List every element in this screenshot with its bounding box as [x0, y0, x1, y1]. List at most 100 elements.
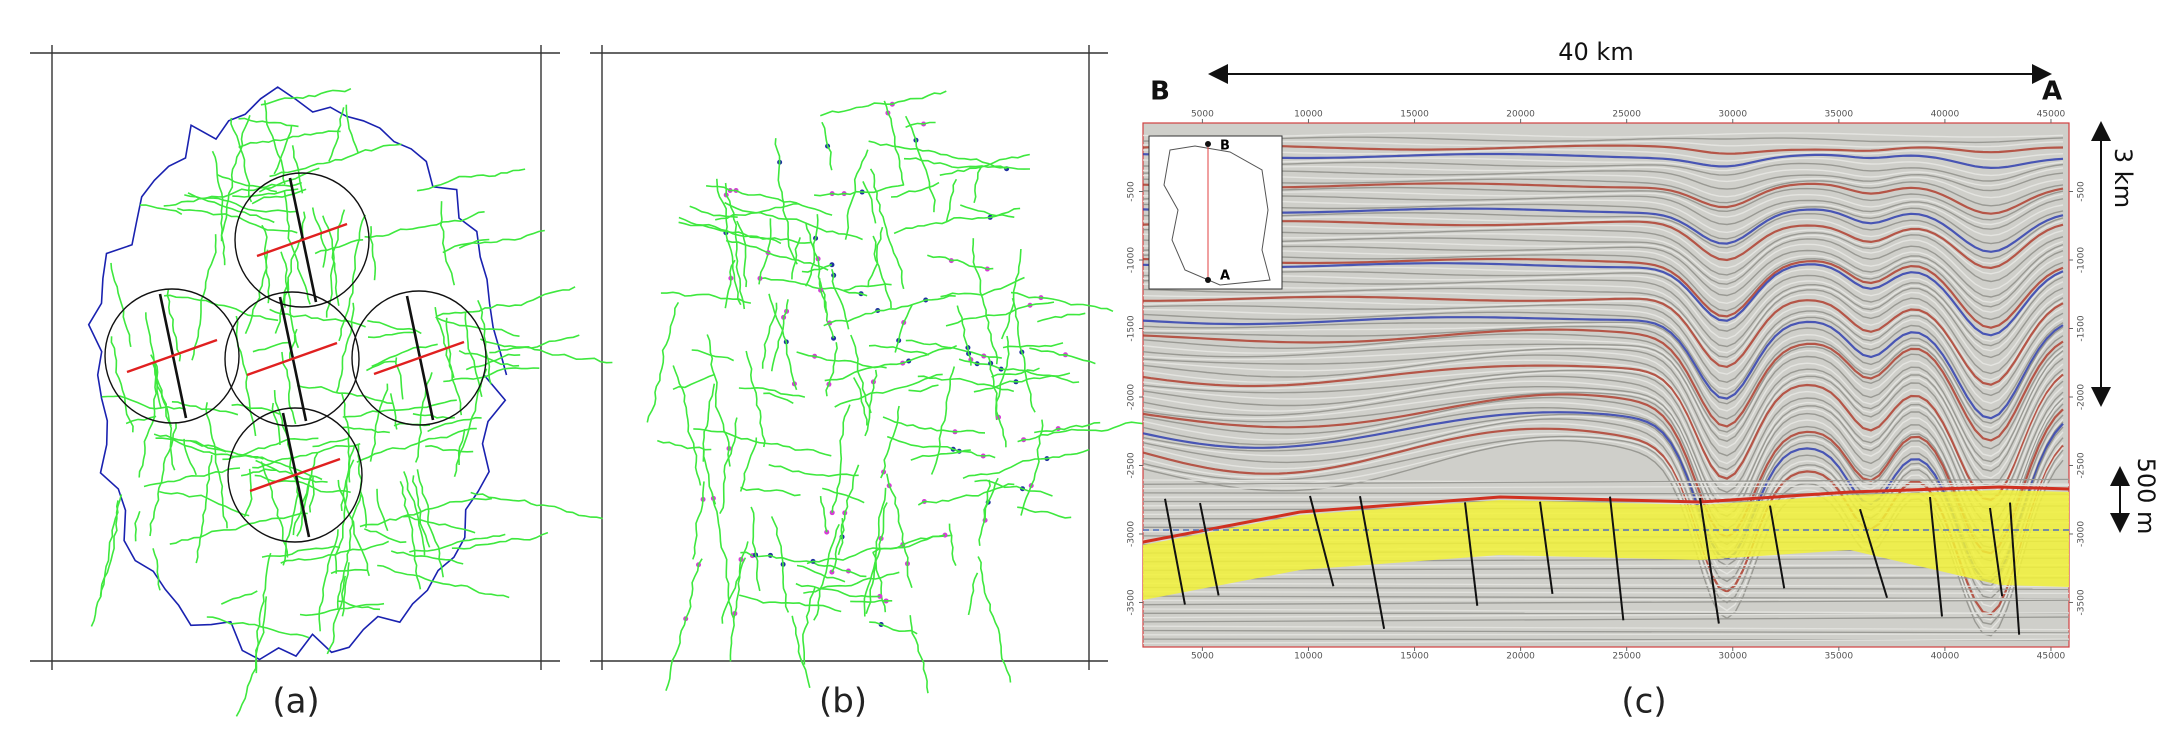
- reflector: [1143, 191, 2064, 226]
- reflector: [1143, 254, 2064, 321]
- sample-circle: [104, 288, 240, 424]
- fault-trace: [369, 226, 377, 281]
- fault-trace: [831, 269, 850, 330]
- fault-trace: [356, 427, 477, 463]
- fault-trace: [759, 277, 868, 297]
- fault-trace: [948, 523, 957, 566]
- fault-trace: [376, 488, 389, 532]
- fault-trace: [110, 262, 132, 348]
- reflector: [1143, 178, 2064, 207]
- fault-trace: [414, 372, 433, 463]
- fault-trace: [715, 203, 800, 221]
- fault-trace: [962, 448, 1090, 480]
- fault-trace: [930, 366, 956, 475]
- intersection: [829, 262, 835, 268]
- fault-trace: [850, 599, 893, 603]
- fault-trace: [763, 392, 794, 405]
- reflector: [1143, 295, 2064, 386]
- y-tick-label: -2500: [2077, 452, 2087, 478]
- fault-trace: [155, 437, 264, 460]
- fault-trace: [367, 331, 417, 339]
- fault-trace: [238, 130, 341, 148]
- x-tick-label: 5000: [1191, 110, 1214, 120]
- reflector: [1143, 311, 2064, 413]
- x-tick-label: 40000: [1931, 652, 1960, 662]
- dip-line: [256, 222, 348, 258]
- fault-trace: [724, 259, 736, 309]
- fault-trace: [280, 540, 390, 564]
- fault-trace: [90, 500, 119, 627]
- inset-coast: [1163, 145, 1271, 286]
- frame-b: [590, 45, 1108, 670]
- fault-trace: [768, 463, 859, 478]
- reflector: [1143, 257, 2064, 329]
- reflector: [1143, 333, 2064, 450]
- fault-trace: [945, 178, 958, 222]
- fault-trace: [252, 443, 361, 469]
- fault-trace: [706, 334, 731, 467]
- noise: [1143, 616, 2069, 623]
- fault-trace: [328, 107, 345, 162]
- fault-trace: [458, 349, 520, 367]
- fault-trace: [823, 294, 956, 327]
- fault-trace: [883, 100, 905, 186]
- fault-trace: [804, 214, 819, 287]
- reflector: [1143, 316, 2064, 420]
- fault-trace: [231, 403, 280, 415]
- fault-trace: [457, 428, 466, 466]
- fault-trace: [956, 305, 972, 366]
- fault-trace: [255, 552, 272, 674]
- fault-trace: [411, 475, 431, 548]
- end-label: B: [1150, 77, 1170, 107]
- fault-trace: [886, 473, 913, 588]
- fault-trace: [149, 421, 177, 537]
- fault-trace: [260, 87, 352, 106]
- fault-trace: [364, 211, 485, 239]
- noise: [1143, 573, 2069, 577]
- fault-trace: [995, 335, 1010, 421]
- fault-trace: [768, 293, 798, 391]
- fault-trace: [850, 334, 872, 414]
- noise: [1143, 599, 2069, 606]
- fault-trace: [216, 173, 277, 193]
- reflector: [1143, 321, 2064, 424]
- fault-trace: [729, 541, 749, 662]
- fault-trace: [831, 518, 845, 573]
- sample-circle: [234, 172, 370, 308]
- fault-trace: [1029, 347, 1096, 365]
- fault-trace: [436, 286, 576, 317]
- fault-trace: [905, 121, 936, 128]
- inset-label: A: [1220, 269, 1230, 284]
- reflector: [1143, 241, 2064, 304]
- reflector: [1143, 182, 2064, 215]
- reflector: [1143, 347, 2064, 472]
- fault-trace: [243, 468, 253, 518]
- noise: [1143, 484, 2069, 490]
- fault-map-a: [87, 86, 613, 717]
- fault-trace: [336, 494, 362, 609]
- fault-trace: [143, 467, 241, 488]
- fault-trace: [890, 181, 940, 198]
- fault-trace: [261, 224, 271, 304]
- fault-trace: [442, 229, 545, 254]
- fault-trace: [138, 369, 158, 478]
- dip-line: [126, 338, 218, 374]
- intersection: [824, 529, 830, 535]
- fault-trace: [818, 278, 835, 339]
- fault-trace: [894, 304, 914, 353]
- fault: [1539, 501, 1554, 595]
- fault-trace: [740, 486, 801, 497]
- dip-line: [246, 341, 338, 377]
- fault-trace: [164, 294, 279, 322]
- fault-trace: [813, 523, 840, 621]
- fault-trace: [134, 511, 141, 542]
- fault-trace: [869, 621, 918, 635]
- y-tick-label: -3000: [1127, 521, 1137, 547]
- fault-trace: [273, 125, 293, 175]
- fault: [1769, 505, 1786, 589]
- fault-trace: [150, 354, 162, 409]
- reflector: [1143, 369, 2064, 510]
- fault: [1859, 508, 1889, 599]
- reflector: [1143, 262, 2064, 337]
- noise: [1143, 591, 2069, 595]
